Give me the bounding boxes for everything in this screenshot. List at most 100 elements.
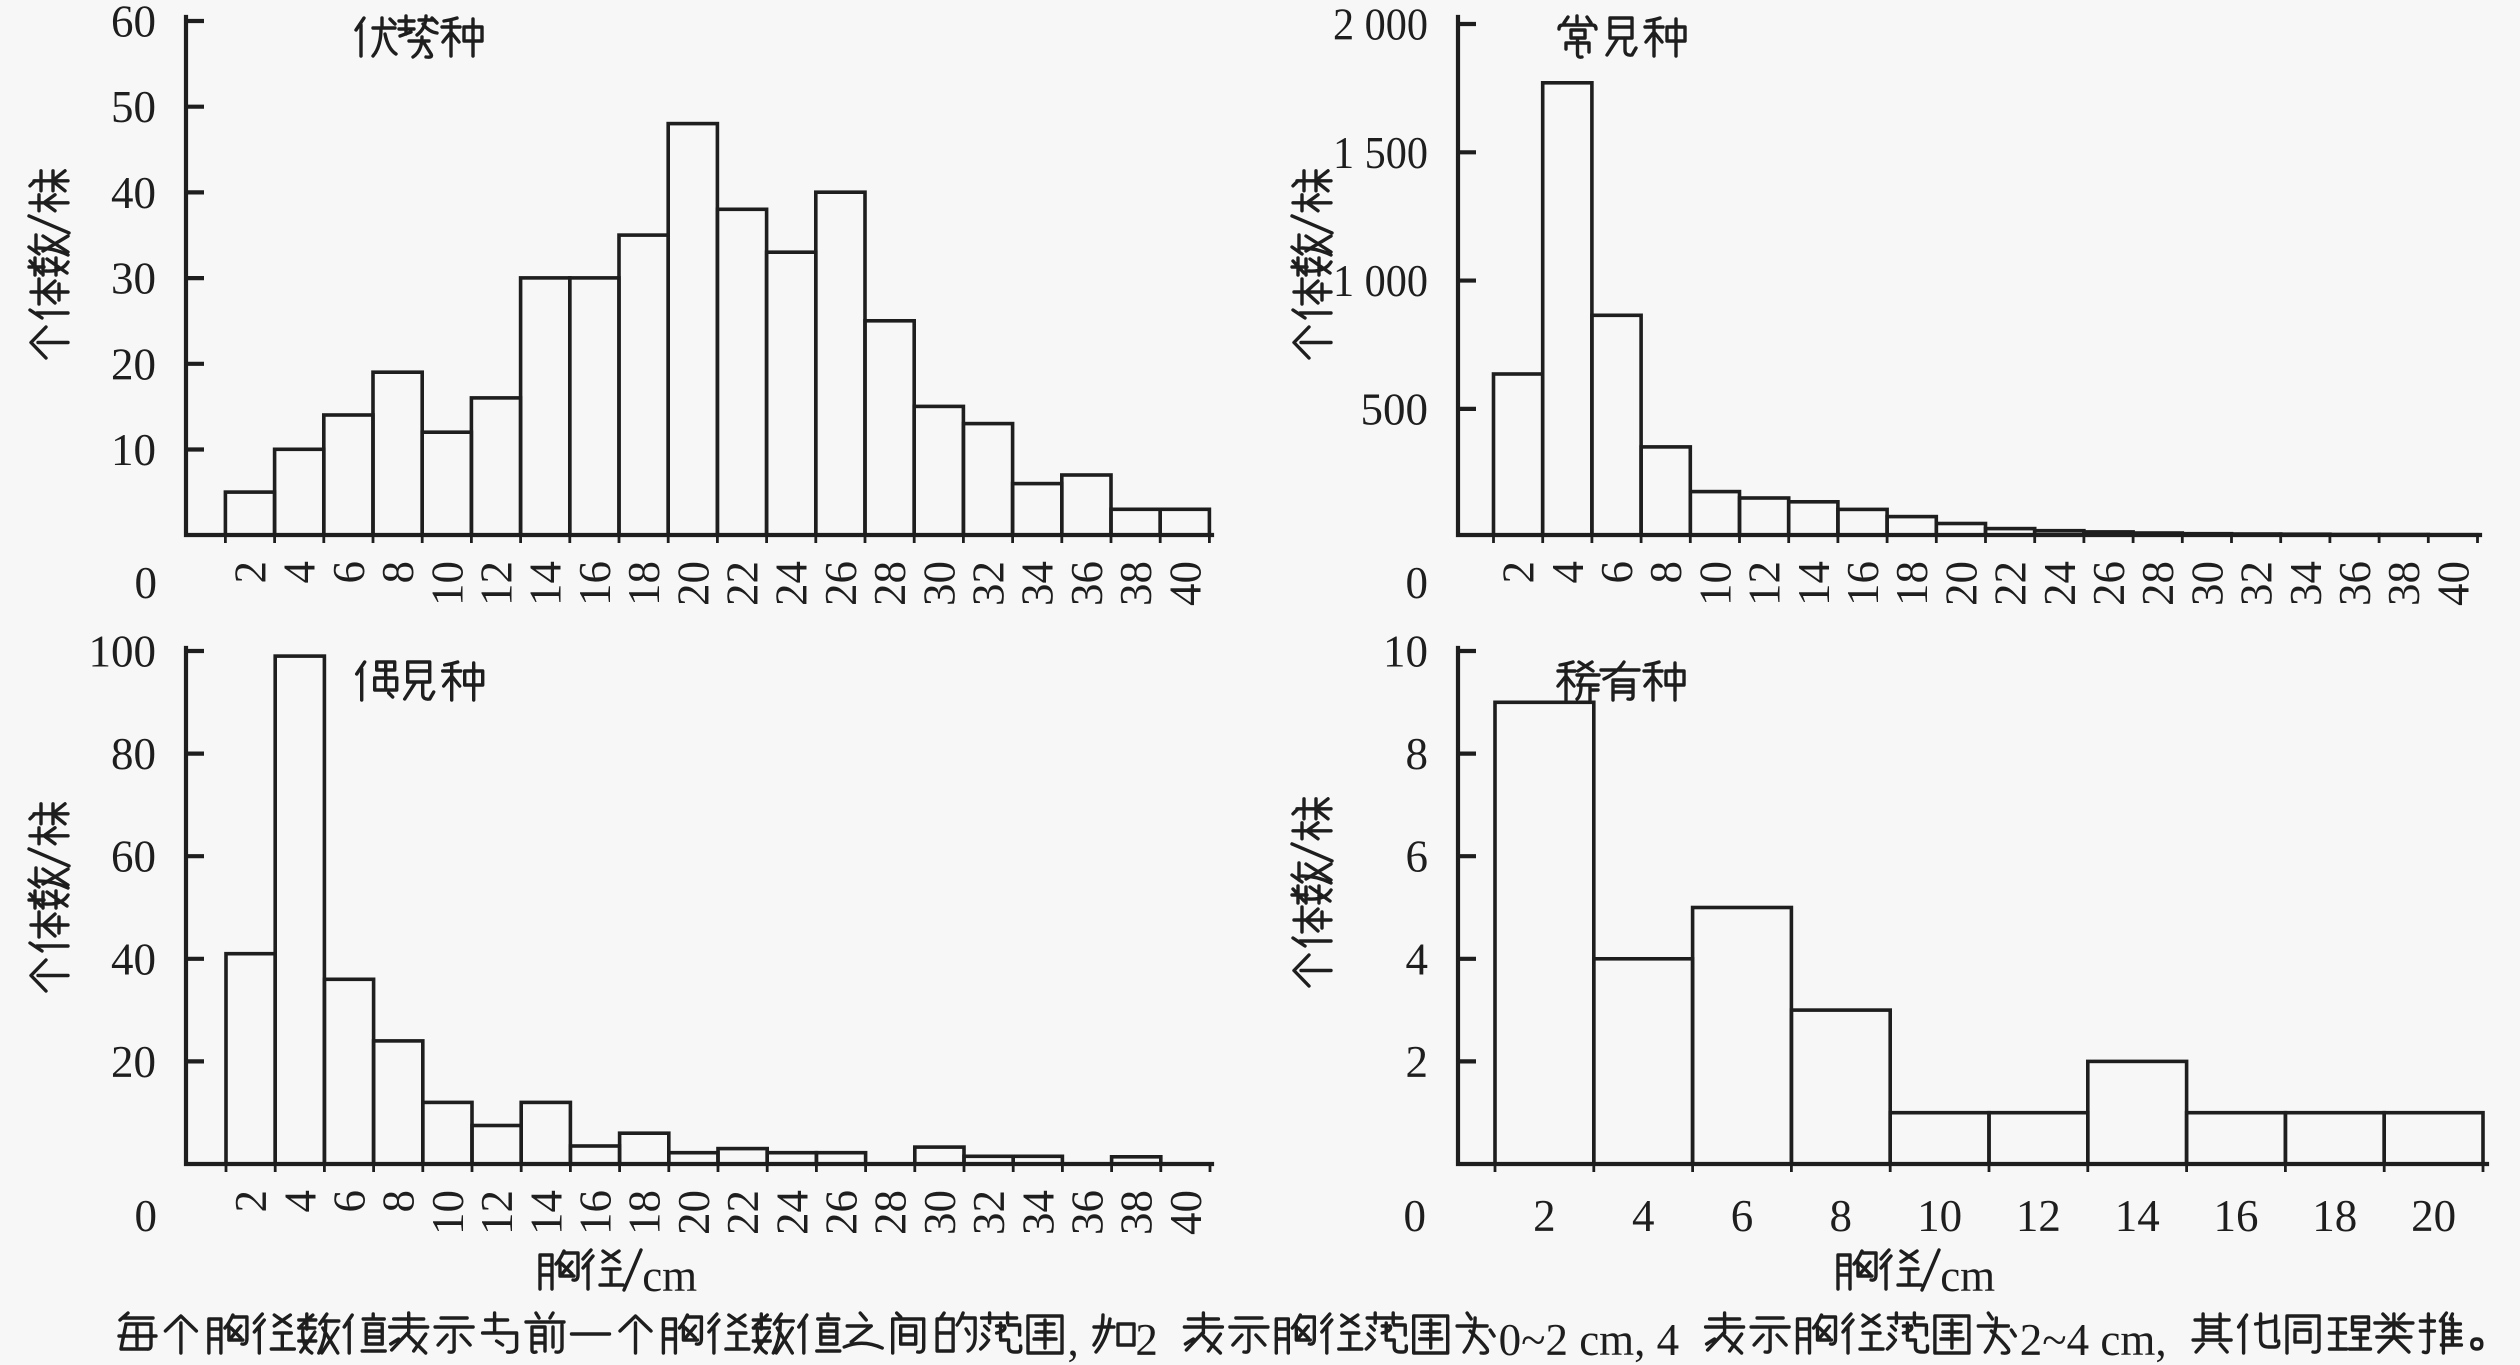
svg-text:26: 26 (817, 1190, 867, 1235)
svg-text:2: 2 (1135, 1315, 1158, 1365)
svg-text:10: 10 (111, 425, 156, 475)
svg-text:38: 38 (1112, 1190, 1162, 1235)
svg-text:24: 24 (2035, 561, 2085, 606)
svg-text:30: 30 (914, 561, 964, 606)
svg-text:8: 8 (1406, 729, 1429, 779)
svg-text:60: 60 (111, 832, 156, 882)
svg-text:0: 0 (1406, 558, 1429, 608)
svg-text:36: 36 (1062, 561, 1112, 606)
svg-text:cm: cm (642, 1251, 697, 1301)
svg-text:10: 10 (1690, 561, 1740, 606)
svg-text:6: 6 (1731, 1191, 1754, 1241)
svg-text:60: 60 (111, 0, 156, 47)
svg-text:8: 8 (374, 1190, 424, 1213)
svg-text:40: 40 (2428, 561, 2478, 606)
svg-text:8: 8 (373, 561, 423, 584)
svg-text:24: 24 (767, 1190, 817, 1235)
svg-text:40: 40 (1161, 1190, 1211, 1235)
svg-text:0~2 cm, 4: 0~2 cm, 4 (1499, 1315, 1680, 1365)
svg-text:18: 18 (2312, 1191, 2357, 1241)
svg-text:30: 30 (915, 1190, 965, 1235)
svg-text:18: 18 (620, 1190, 670, 1235)
svg-text:0: 0 (135, 558, 158, 608)
svg-text:0: 0 (1404, 1191, 1427, 1241)
svg-text:2: 2 (1406, 1037, 1429, 1087)
svg-text:,: , (1068, 1315, 1079, 1365)
svg-text:22: 22 (718, 561, 768, 606)
svg-text:8: 8 (1641, 561, 1691, 584)
svg-text:10: 10 (422, 561, 472, 606)
svg-text:28: 28 (865, 561, 915, 606)
svg-text:32: 32 (2232, 561, 2282, 606)
svg-text:6: 6 (1592, 561, 1642, 584)
svg-text:38: 38 (2379, 561, 2429, 606)
svg-text:4: 4 (1543, 561, 1593, 584)
svg-text:36: 36 (2330, 561, 2380, 606)
svg-text:16: 16 (1838, 561, 1888, 606)
svg-text:4: 4 (275, 1190, 325, 1213)
svg-text:32: 32 (964, 561, 1014, 606)
svg-text:2: 2 (226, 561, 276, 584)
svg-text:4: 4 (275, 561, 325, 584)
svg-text:14: 14 (521, 561, 571, 606)
svg-text:36: 36 (1063, 1190, 1113, 1235)
svg-text:50: 50 (111, 82, 156, 132)
svg-text:20: 20 (111, 339, 156, 389)
svg-text:16: 16 (2214, 1191, 2259, 1241)
svg-text:24: 24 (767, 561, 817, 606)
svg-text:1 000: 1 000 (1333, 256, 1428, 306)
svg-text:30: 30 (2182, 561, 2232, 606)
svg-text:10: 10 (1383, 627, 1428, 677)
svg-text:20: 20 (1936, 561, 1986, 606)
svg-text:0: 0 (135, 1191, 158, 1241)
svg-text:16: 16 (570, 561, 620, 606)
svg-text:6: 6 (1406, 832, 1429, 882)
svg-text:14: 14 (1789, 561, 1839, 606)
svg-text:cm: cm (1940, 1251, 1995, 1301)
svg-text:500: 500 (1361, 384, 1429, 434)
svg-text:12: 12 (1740, 561, 1790, 606)
svg-text:20: 20 (668, 561, 718, 606)
svg-text:12: 12 (2016, 1191, 2061, 1241)
svg-text:18: 18 (619, 561, 669, 606)
svg-text:8: 8 (1830, 1191, 1853, 1241)
svg-text:28: 28 (2133, 561, 2183, 606)
svg-text:32: 32 (964, 1190, 1014, 1235)
svg-text:30: 30 (111, 254, 156, 304)
svg-text:4: 4 (1406, 934, 1429, 984)
svg-text:34: 34 (1013, 561, 1063, 606)
svg-text:18: 18 (1887, 561, 1937, 606)
svg-text:20: 20 (669, 1190, 719, 1235)
svg-text:80: 80 (111, 729, 156, 779)
svg-text:20: 20 (111, 1037, 156, 1087)
svg-text:2~4 cm,: 2~4 cm, (2020, 1315, 2167, 1365)
svg-text:10: 10 (1917, 1191, 1962, 1241)
svg-text:40: 40 (111, 934, 156, 984)
svg-text:28: 28 (866, 1190, 916, 1235)
svg-text:2 000: 2 000 (1333, 0, 1428, 50)
svg-text:22: 22 (1986, 561, 2036, 606)
svg-text:20: 20 (2411, 1191, 2456, 1241)
svg-text:16: 16 (571, 1190, 621, 1235)
svg-text:10: 10 (423, 1190, 473, 1235)
svg-text:34: 34 (2281, 561, 2331, 606)
svg-text:14: 14 (2115, 1191, 2160, 1241)
svg-text:26: 26 (816, 561, 866, 606)
svg-text:40: 40 (111, 168, 156, 218)
svg-text:100: 100 (89, 627, 157, 677)
svg-text:4: 4 (1632, 1191, 1655, 1241)
svg-text:12: 12 (472, 561, 522, 606)
svg-text:6: 6 (325, 1190, 375, 1213)
svg-text:2: 2 (1533, 1191, 1556, 1241)
svg-text:14: 14 (521, 1190, 571, 1235)
svg-text:6: 6 (324, 561, 374, 584)
svg-text:1 500: 1 500 (1333, 128, 1428, 178)
svg-text:34: 34 (1013, 1190, 1063, 1235)
svg-text:2: 2 (226, 1190, 276, 1213)
svg-text:26: 26 (2084, 561, 2134, 606)
svg-text:12: 12 (472, 1190, 522, 1235)
svg-text:38: 38 (1111, 561, 1161, 606)
svg-text:22: 22 (718, 1190, 768, 1235)
svg-text:40: 40 (1160, 561, 1210, 606)
svg-text:2: 2 (1494, 561, 1544, 584)
